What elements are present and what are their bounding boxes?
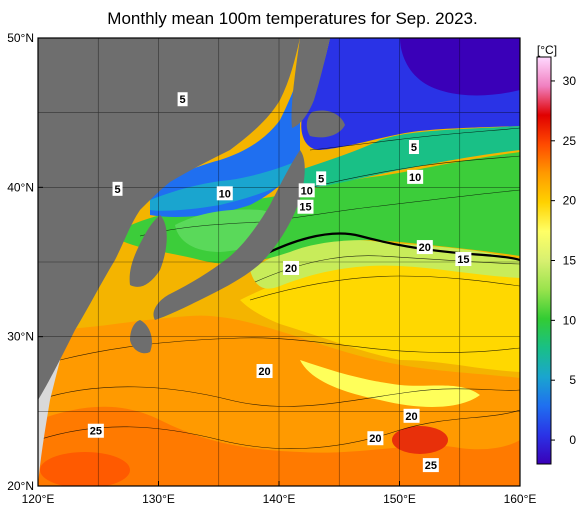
contour-label: 25	[90, 426, 102, 438]
contour-label-box	[407, 169, 424, 184]
contour-label-box	[87, 423, 104, 438]
colorbar-tick-label: 25	[563, 134, 577, 148]
contour-label: 20	[419, 242, 431, 254]
contour-label: 15	[457, 254, 469, 266]
colorbar-tick-label: 0	[569, 433, 576, 447]
lon-tick-label: 140°E	[263, 492, 296, 506]
contour-label-box	[408, 140, 419, 155]
lat-tick-label: 50°N	[7, 31, 34, 45]
contour-label: 20	[258, 366, 270, 378]
contour-label: 10	[219, 188, 231, 200]
lon-tick-label: 150°E	[383, 492, 416, 506]
colorbar-tick-label: 15	[563, 254, 577, 268]
mainland-asia	[38, 38, 300, 400]
contour-label-box	[112, 181, 123, 196]
contour-label-box	[256, 364, 273, 379]
contour-label-box	[367, 431, 384, 446]
lat-tick-label: 40°N	[7, 180, 34, 194]
colorbar-tick-label: 20	[563, 194, 577, 208]
contour-label: 25	[425, 460, 437, 472]
honshu	[153, 150, 305, 320]
colorbar-unit: [°C]	[537, 43, 557, 57]
colorbar: [°C] 0 5 10 15 20 25 30	[536, 43, 576, 465]
contour-label-box	[297, 199, 314, 214]
contour-label: 20	[285, 263, 297, 275]
contour-label: 15	[299, 202, 311, 214]
contour-label: 5	[318, 173, 324, 185]
longitude-axis: 120°E 130°E 140°E 150°E 160°E	[22, 481, 537, 506]
contour-label: 10	[301, 185, 313, 197]
contour-label-box	[416, 240, 433, 255]
lat-tick-label: 20°N	[7, 479, 34, 493]
contour-label-box	[422, 458, 439, 473]
contour-label-box	[216, 186, 233, 201]
contour-label-box	[403, 408, 420, 423]
contour-label-box	[316, 171, 327, 186]
contour-labels: 5 5 5 5 10 10 10 15 15 20 20 20 20 20 25 25	[87, 92, 472, 473]
map-title: Monthly mean 100m temperatures for Sep. …	[107, 9, 478, 28]
colorbar-gradient	[536, 56, 552, 465]
contour-label: 20	[405, 411, 417, 423]
colorbar-ticks: 0 5 10 15 20 25 30	[551, 74, 576, 447]
contour-label-box	[298, 183, 315, 198]
contour-label: 5	[180, 94, 186, 106]
contour-label: 20	[369, 433, 381, 445]
lon-tick-label: 130°E	[142, 492, 175, 506]
korean-peninsula	[129, 215, 167, 287]
lat-tick-label: 30°N	[7, 330, 34, 344]
colorbar-tick-label: 10	[563, 313, 577, 327]
colorbar-tick-label: 5	[569, 373, 576, 387]
hokkaido	[306, 110, 345, 138]
map-panel: 5 5 5 5 10 10 10 15 15 20 20 20 20 20 25 25	[38, 38, 520, 486]
lon-tick-label: 120°E	[22, 492, 55, 506]
contour-label-box	[283, 260, 300, 275]
contour-label-box	[455, 252, 472, 267]
sakhalin	[291, 38, 330, 128]
contour-label: 10	[409, 172, 421, 184]
latitude-axis: 20°N 30°N 40°N 50°N	[7, 31, 43, 493]
lon-tick-label: 160°E	[504, 492, 537, 506]
contour-label: 5	[411, 142, 417, 154]
contour-label: 5	[114, 184, 120, 196]
colorbar-tick-label: 30	[563, 74, 577, 88]
contour-label-box	[177, 92, 188, 107]
